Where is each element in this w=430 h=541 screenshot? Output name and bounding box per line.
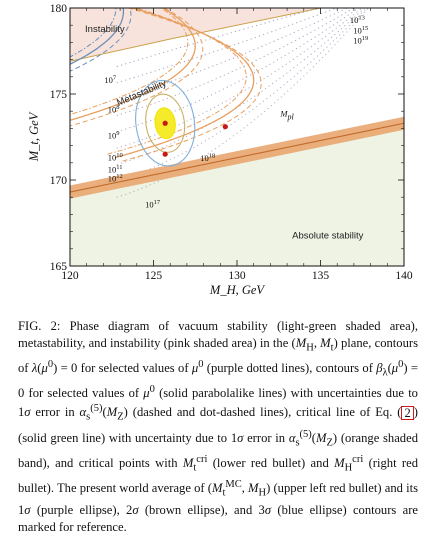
y-tick-label-165: 165 bbox=[50, 261, 68, 273]
lambda-parabola-0 bbox=[114, 8, 255, 159]
x-tick-label-125: 125 bbox=[145, 270, 163, 282]
lambda-parabola-1 bbox=[70, 8, 196, 121]
instability-label: Instability bbox=[85, 24, 125, 35]
caption-text-17: contours are marked for reference. bbox=[18, 503, 418, 534]
x-tick-label-140: 140 bbox=[395, 270, 413, 282]
lambda-parabola-2-dot-dashed bbox=[70, 8, 117, 58]
absolute-stability-region bbox=[70, 123, 404, 266]
phase-diagram-figure: 120 125 130 135 140 165 170 175 180 M_H, GeV M_t, … bbox=[27, 3, 413, 297]
mu-label-10-13: 1013 bbox=[350, 15, 365, 26]
planck-mass-label: Mpl bbox=[279, 108, 294, 121]
caption-text-11: (orange shaded band), and critical point… bbox=[18, 430, 418, 470]
caption-figure-number: FIG. 2: bbox=[18, 319, 61, 333]
x-tick-label-130: 130 bbox=[228, 270, 246, 282]
caption-text-6: (solid parabolalike lines) with uncertai… bbox=[18, 385, 418, 420]
sigma-2-ellipse bbox=[145, 93, 186, 153]
mu-label-10-7: 107 bbox=[104, 75, 117, 86]
caption-text-13: (right red bullet). The present world av… bbox=[18, 456, 418, 496]
mu-dotted-line-8 bbox=[116, 8, 338, 84]
y-axis-title: M_t, GeV bbox=[27, 111, 41, 162]
caption-text-7: error in bbox=[30, 405, 80, 420]
y-tick-label-180: 180 bbox=[50, 3, 68, 15]
red-bullet-point-2 bbox=[222, 124, 228, 130]
figure-caption: FIG. 2: Phase diagram of vacuum stabilit… bbox=[18, 319, 419, 534]
x-tick-label-135: 135 bbox=[312, 270, 330, 282]
absolute-stability-label: Absolute stability bbox=[292, 230, 364, 241]
phase-diagram-chart: 120 125 130 135 140 165 170 175 180 M_H, GeV M_t, … bbox=[27, 3, 413, 297]
y-tick-label-170: 170 bbox=[50, 175, 68, 187]
caption-text-14: ) (upper left red bullet) and its 1 bbox=[18, 481, 418, 518]
red-bullet-point-0 bbox=[162, 120, 168, 126]
mu-label-10-12: 1012 bbox=[108, 173, 123, 184]
caption-text-9: ) (solid green line) with uncertainty du… bbox=[18, 405, 418, 445]
equation-reference-link[interactable]: 2 bbox=[401, 405, 414, 420]
lambda-parabola-2 bbox=[70, 8, 125, 65]
caption-text-4: (purple dotted lines), contours of bbox=[203, 360, 377, 375]
instability-region bbox=[70, 8, 321, 62]
lambda-parabola-0-dot-dashed bbox=[107, 8, 247, 155]
y-tick-label-175: 175 bbox=[50, 89, 68, 101]
mu-label-10-8: 108 bbox=[108, 104, 120, 115]
caption-text-16: (brown ellipse), and 3 bbox=[138, 503, 265, 518]
lambda-parabola-1-dashed bbox=[70, 8, 204, 127]
caption-text-3: = 0 for selected values of bbox=[57, 360, 192, 375]
caption-text-10: error in bbox=[243, 430, 289, 445]
parabola-label-10-17: 1017 bbox=[145, 199, 161, 210]
caption-text-1: Phase diagram of vacuum stability (light… bbox=[18, 319, 419, 350]
mu-label-10-10: 1010 bbox=[108, 152, 123, 163]
lambda-parabola-2-dashed bbox=[70, 8, 132, 72]
mu-label-10-11: 1011 bbox=[108, 164, 123, 175]
mu-label-10-19: 1019 bbox=[353, 35, 368, 46]
mu-label-10-15: 1015 bbox=[353, 25, 368, 36]
instability-boundary-line bbox=[70, 8, 321, 62]
critical-line bbox=[70, 122, 404, 193]
lambda-parabola-0-dashed bbox=[122, 8, 262, 162]
caption-text-2: ) plane, contours of bbox=[18, 335, 418, 375]
caption-text-12: (lower red bullet) and bbox=[207, 456, 335, 470]
caption-text-8: (dashed and dot-dashed lines), critical … bbox=[127, 405, 402, 420]
sigma-3-ellipse bbox=[135, 79, 196, 167]
x-tick-label-120: 120 bbox=[61, 270, 79, 282]
x-axis-title: M_H, GeV bbox=[209, 283, 266, 297]
caption-text-5: = 0 for selected values of bbox=[18, 360, 419, 400]
red-bullet-point-1 bbox=[162, 151, 168, 157]
mu-label-10-9: 109 bbox=[108, 130, 120, 141]
parabola-label-10-18: 1018 bbox=[200, 153, 215, 164]
caption-text-15: (purple ellipse), 2 bbox=[30, 503, 133, 518]
lambda-parabola-1-dot-dashed bbox=[70, 8, 189, 116]
